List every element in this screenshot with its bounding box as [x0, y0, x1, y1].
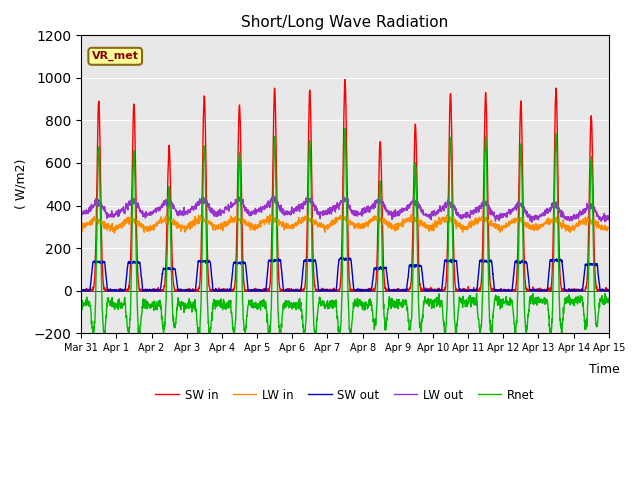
Rnet — [499, 301, 506, 307]
SW out — [337, 255, 345, 261]
SW in — [225, 288, 232, 294]
Legend: SW in, LW in, SW out, LW out, Rnet: SW in, LW in, SW out, LW out, Rnet — [150, 384, 540, 406]
LW in — [559, 222, 566, 228]
LW in — [77, 226, 85, 232]
Line: SW in: SW in — [81, 79, 609, 291]
SW out — [77, 288, 85, 294]
LW in — [573, 223, 581, 228]
LW in — [360, 224, 368, 230]
LW in — [372, 215, 380, 221]
SW in — [77, 286, 85, 292]
SW in — [360, 288, 368, 294]
SW out — [77, 287, 85, 293]
LW out — [499, 211, 506, 217]
Line: Rnet: Rnet — [81, 129, 609, 341]
LW out — [528, 219, 536, 225]
Line: SW out: SW out — [81, 258, 609, 291]
SW out — [573, 288, 581, 294]
Rnet — [77, 302, 85, 308]
SW in — [559, 286, 566, 292]
LW out — [360, 207, 368, 213]
SW out — [559, 265, 566, 271]
LW out — [559, 211, 566, 217]
Rnet — [372, 319, 380, 324]
Y-axis label: ( W/m2): ( W/m2) — [15, 159, 28, 209]
LW out — [164, 193, 172, 199]
LW in — [111, 230, 118, 236]
SW out — [372, 266, 380, 272]
SW in — [341, 76, 349, 82]
LW out — [573, 214, 581, 219]
LW in — [499, 225, 506, 230]
LW in — [605, 226, 612, 231]
LW in — [225, 222, 232, 228]
LW out — [605, 216, 612, 222]
LW in — [266, 212, 274, 217]
SW out — [605, 287, 612, 293]
SW out — [499, 288, 506, 293]
Line: LW out: LW out — [81, 196, 609, 222]
SW in — [372, 280, 380, 286]
Rnet — [341, 126, 349, 132]
Rnet — [573, 297, 581, 302]
SW in — [499, 287, 506, 293]
Title: Short/Long Wave Radiation: Short/Long Wave Radiation — [241, 15, 449, 30]
Rnet — [605, 298, 612, 303]
Rnet — [265, 338, 273, 344]
Text: VR_met: VR_met — [92, 51, 139, 61]
Rnet — [225, 305, 232, 311]
LW out — [77, 210, 85, 216]
SW in — [77, 288, 85, 294]
LW out — [225, 204, 232, 210]
Line: LW in: LW in — [81, 215, 609, 233]
LW out — [372, 198, 380, 204]
SW out — [225, 288, 232, 293]
SW in — [605, 288, 612, 294]
SW in — [573, 288, 581, 293]
Rnet — [360, 308, 368, 313]
Rnet — [559, 319, 566, 325]
X-axis label: Time: Time — [589, 363, 620, 376]
SW out — [360, 288, 368, 294]
